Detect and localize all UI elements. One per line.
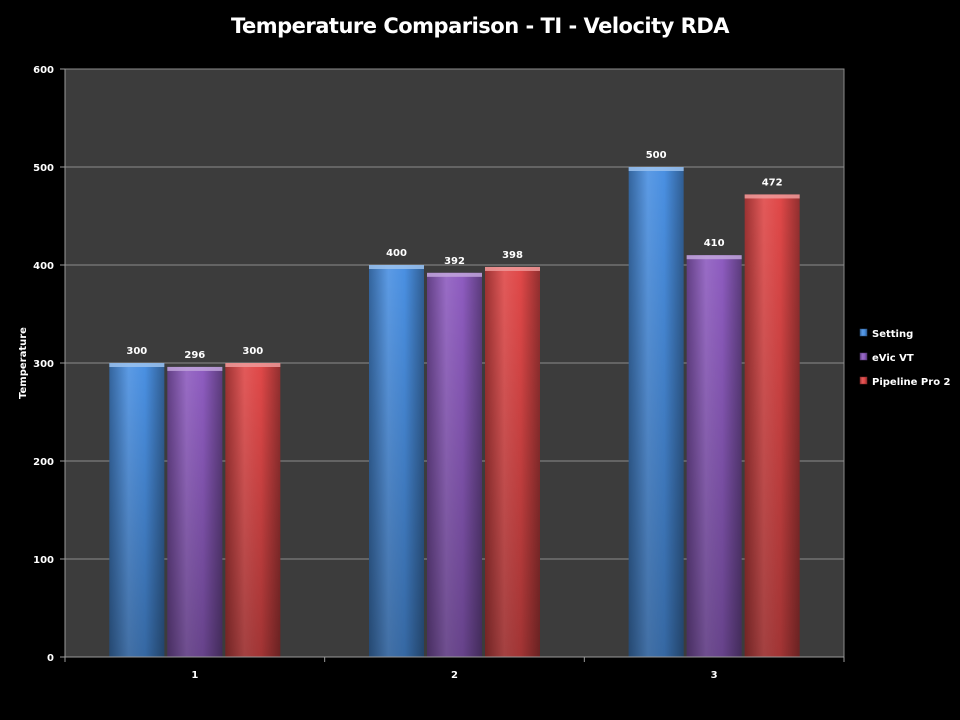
data-label: 472 [762, 177, 783, 188]
bar-cap [427, 272, 482, 277]
legend-swatch [859, 328, 868, 337]
bar-shade [485, 266, 540, 657]
data-label: 392 [444, 256, 465, 267]
bar-cap [109, 363, 165, 367]
legend-label: Setting [872, 329, 913, 340]
axes: 0 100 200 300 400 500 600 1 2 3 [33, 65, 845, 681]
x-tick-label: 3 [711, 670, 718, 681]
data-label: 300 [126, 346, 147, 357]
data-label: 500 [646, 150, 667, 161]
bar-cap [628, 167, 684, 171]
y-tick-label: 100 [33, 555, 54, 566]
legend-swatch [859, 352, 868, 361]
bars [109, 167, 800, 657]
x-tick-label: 2 [451, 670, 458, 681]
x-tick-label: 1 [191, 670, 198, 681]
y-tick-label: 200 [33, 457, 54, 468]
legend-label: Pipeline Pro 2 [872, 377, 951, 388]
y-tick-label: 0 [47, 653, 54, 664]
bar-cap [744, 194, 800, 199]
bar-shade [109, 363, 165, 657]
data-label: 296 [184, 350, 205, 361]
bar-shade [628, 167, 684, 657]
y-tick-label: 300 [33, 359, 54, 370]
data-label: 410 [704, 238, 725, 249]
y-axis-label: Temperature [18, 327, 29, 399]
bar-shade [686, 255, 742, 657]
legend-swatch [859, 376, 868, 385]
chart-title: Temperature Comparison - TI - Velocity R… [231, 14, 730, 38]
bar-cap [225, 363, 281, 367]
data-label: 400 [386, 248, 407, 259]
data-label: 398 [502, 250, 523, 261]
legend-label: eVic VT [872, 353, 914, 364]
data-label: 300 [242, 346, 263, 357]
bar-cap [167, 366, 223, 371]
legend: Setting eVic VT Pipeline Pro 2 [859, 328, 951, 388]
bar-shade [427, 272, 482, 657]
bar-cap [485, 266, 540, 271]
bar-shade [167, 366, 223, 657]
y-tick-label: 400 [33, 261, 54, 272]
bar-shade [744, 194, 800, 657]
bar-cap [369, 265, 424, 269]
data-labels: 300 296 300 400 392 398 500 410 472 [126, 150, 782, 361]
bar-cap [686, 255, 742, 260]
y-tick-label: 500 [33, 163, 54, 174]
bar-shade [225, 363, 281, 657]
bar-shade [369, 265, 424, 657]
y-tick-label: 600 [33, 65, 54, 76]
